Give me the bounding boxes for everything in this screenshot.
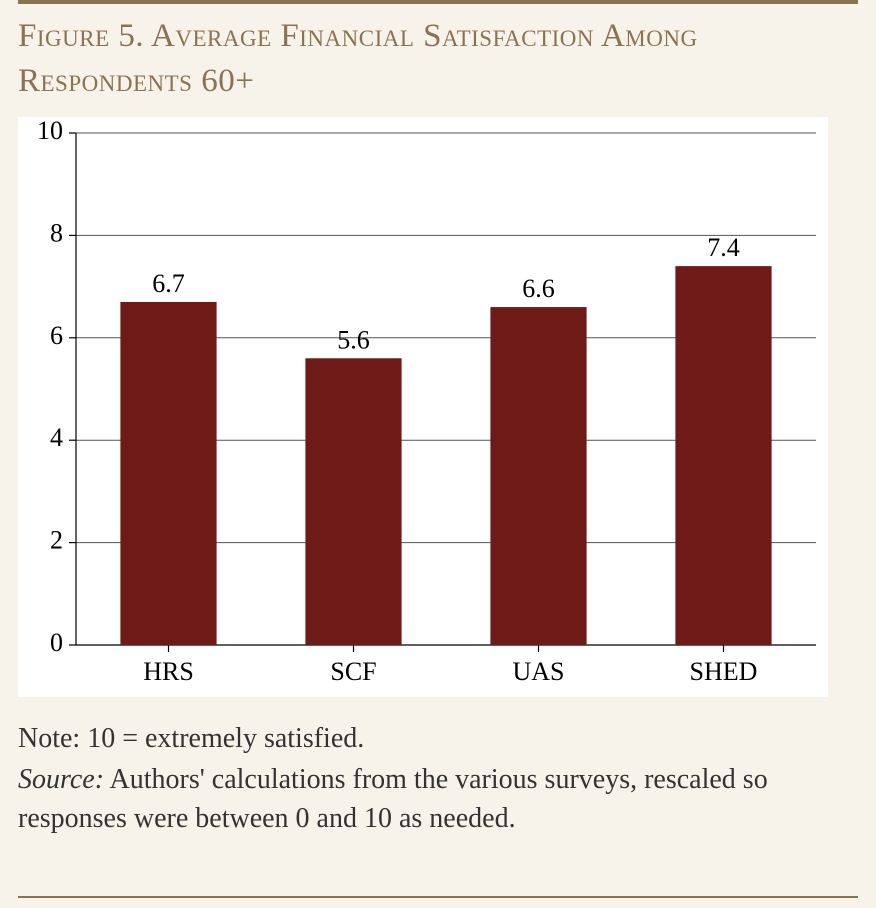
figure-note: Note: 10 = extremely satisfied.	[18, 719, 858, 758]
bar-value-label: 5.6	[337, 325, 370, 354]
bar	[120, 302, 216, 645]
bar-value-label: 6.6	[522, 274, 555, 303]
bottom-rule	[18, 896, 858, 898]
figure-footer: Note: 10 = extremely satisfied. Source: …	[18, 697, 858, 839]
bar-value-label: 7.4	[707, 233, 740, 262]
bar	[675, 266, 771, 645]
category-label: SCF	[330, 657, 376, 686]
source-label: Source:	[18, 764, 104, 795]
figure-title: Figure 5. Average Financial Satisfaction…	[18, 4, 858, 117]
chart-area: 0 2 4 6 8 10 6.7 HRS 5.6 SCF 6.6 UAS 7.4 SHED	[18, 117, 828, 697]
svg-text:2: 2	[50, 526, 63, 555]
svg-text:10: 10	[37, 117, 63, 145]
svg-text:6: 6	[50, 321, 63, 350]
svg-text:8: 8	[50, 218, 63, 247]
figure-container: Figure 5. Average Financial Satisfaction…	[0, 0, 876, 908]
svg-text:4: 4	[50, 423, 63, 452]
category-label: SHED	[690, 657, 758, 686]
source-text: Authors' calculations from the various s…	[18, 764, 768, 834]
category-label: HRS	[143, 657, 194, 686]
svg-text:0: 0	[50, 628, 63, 657]
bar-value-label: 6.7	[152, 269, 185, 298]
category-label: UAS	[512, 657, 564, 686]
bar	[305, 358, 401, 645]
bar-chart: 0 2 4 6 8 10 6.7 HRS 5.6 SCF 6.6 UAS 7.4 SHED	[18, 117, 828, 697]
figure-source: Source: Authors' calculations from the v…	[18, 760, 858, 838]
bar	[490, 307, 586, 645]
